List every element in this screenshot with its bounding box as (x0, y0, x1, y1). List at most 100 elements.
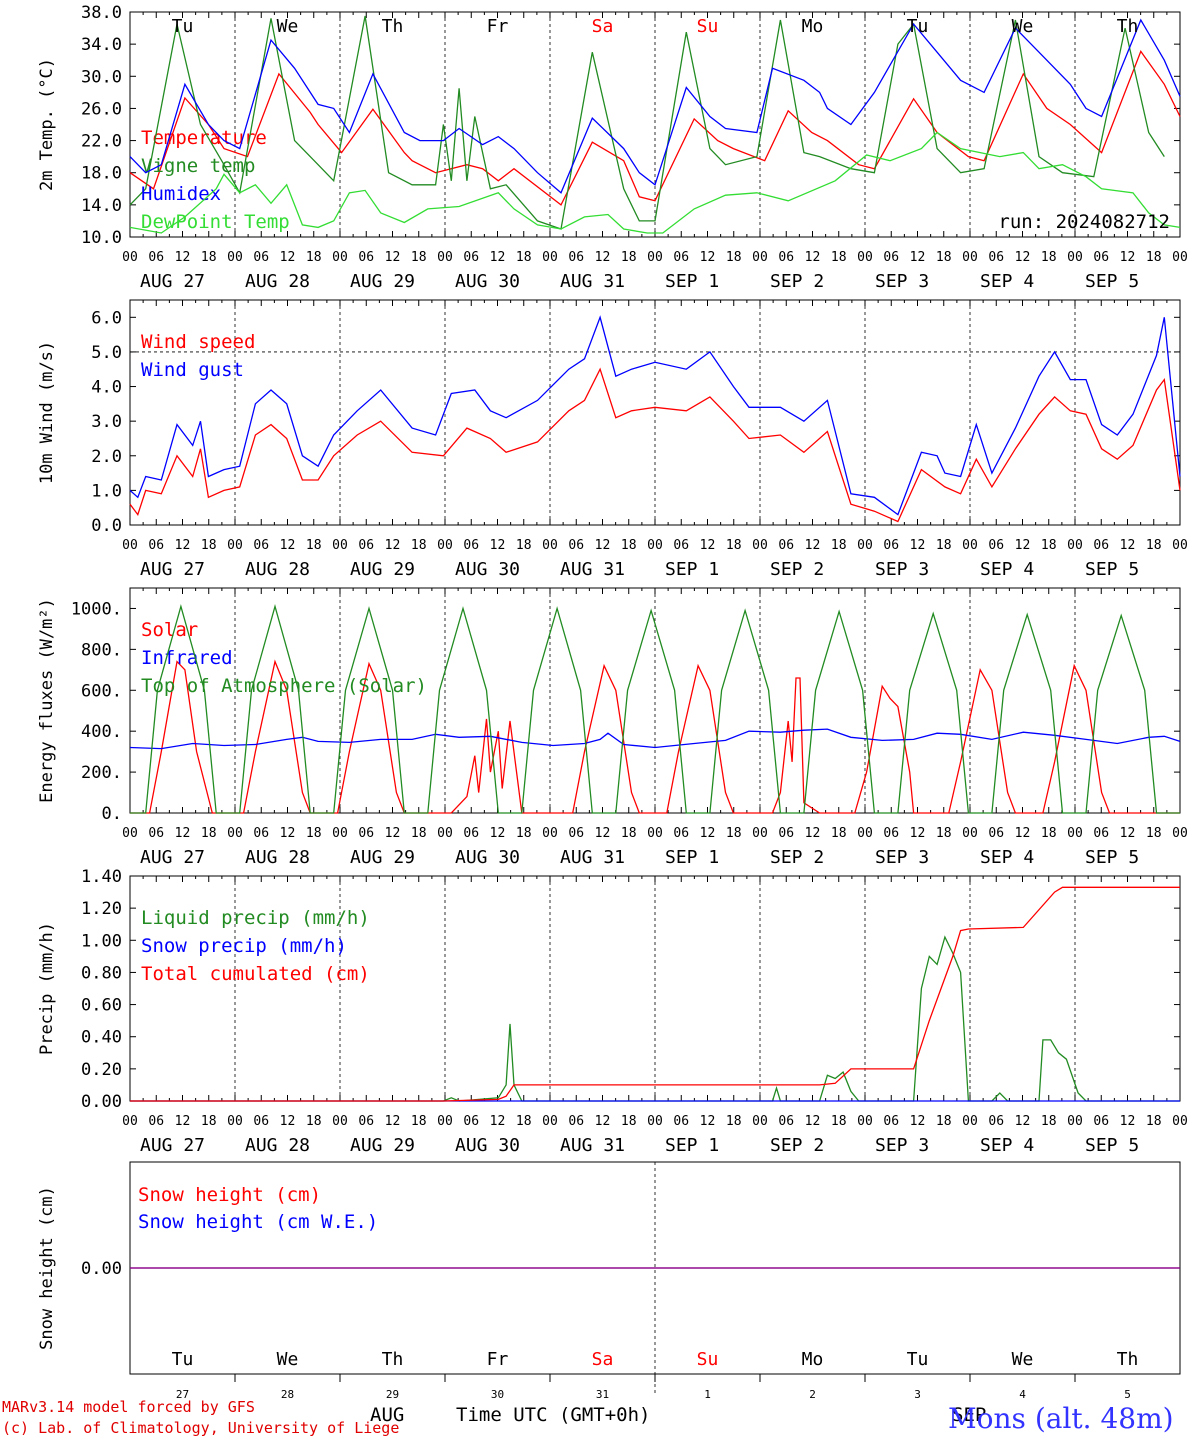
day-abbr: Mo (802, 1349, 824, 1370)
hour-tick-label: 12 (805, 1114, 821, 1129)
hour-tick-label: 06 (463, 1114, 479, 1129)
date-label: SEP 4 (980, 1135, 1034, 1156)
series-line-solar (130, 659, 1180, 814)
hour-tick-label: 06 (148, 538, 164, 553)
hour-tick-label: 06 (988, 250, 1004, 265)
y-axis-label: Energy fluxes (W/m²) (37, 598, 57, 803)
y-tick-label: 18.0 (81, 164, 122, 184)
day-number: 3 (914, 1388, 921, 1401)
y-tick-label: 0.20 (81, 1060, 122, 1080)
hour-tick-label: 18 (1041, 250, 1057, 265)
hour-tick-label: 12 (1120, 826, 1136, 841)
hour-tick-label: 00 (1172, 826, 1188, 841)
day-abbr: Tu (172, 16, 194, 37)
date-label: SEP 5 (1085, 1135, 1139, 1156)
hour-tick-label: 00 (227, 538, 243, 553)
hour-tick-label: 18 (726, 1114, 742, 1129)
legend-entry: Wind speed (141, 331, 255, 353)
hour-tick-label: 06 (988, 538, 1004, 553)
y-tick-label: 1.20 (81, 899, 122, 919)
y-tick-label: 0.00 (81, 1092, 122, 1112)
hour-tick-label: 00 (752, 250, 768, 265)
date-label: AUG 31 (560, 847, 625, 868)
hour-tick-label: 00 (227, 250, 243, 265)
y-tick-label: 10.0 (81, 228, 122, 248)
hour-tick-label: 12 (1015, 826, 1031, 841)
hour-tick-label: 00 (1172, 1114, 1188, 1129)
hour-tick-label: 18 (1041, 826, 1057, 841)
hour-tick-label: 00 (122, 1114, 138, 1129)
legend-entry: Total cumulated (cm) (141, 963, 370, 985)
hour-tick-label: 06 (463, 538, 479, 553)
date-label: AUG 30 (455, 271, 520, 292)
date-label: SEP 2 (770, 559, 824, 580)
hour-tick-label: 18 (306, 1114, 322, 1129)
hour-tick-label: 12 (490, 250, 506, 265)
hour-tick-label: 06 (358, 1114, 374, 1129)
date-label: AUG 30 (455, 1135, 520, 1156)
hour-tick-label: 06 (673, 538, 689, 553)
date-label: AUG 27 (140, 1135, 205, 1156)
run-label: run: 2024082712 (998, 211, 1170, 233)
hour-tick-label: 06 (568, 538, 584, 553)
day-abbr: Tu (172, 1349, 194, 1370)
hour-tick-label: 18 (201, 1114, 217, 1129)
series-line-dewpoint-temp (129, 131, 1181, 234)
day-number: 4 (1019, 1388, 1026, 1401)
y-axis-label: 10m Wind (m/s) (37, 341, 57, 484)
hour-tick-label: 06 (253, 538, 269, 553)
y-tick-label: 0.40 (81, 1028, 122, 1048)
month-label-aug: AUG (370, 1404, 405, 1426)
date-label: AUG 29 (350, 1135, 415, 1156)
y-tick-label: 0.00 (81, 1259, 122, 1279)
hour-tick-label: 00 (437, 826, 453, 841)
hour-tick-label: 06 (1093, 538, 1109, 553)
panel-3: 00 06 12 18 00 06 12 18 00 06 12 18 00 06 12 18 00 06 12 18… (37, 587, 1188, 868)
legend-entry: Liquid precip (mm/h) (141, 907, 370, 929)
hour-tick-label: 06 (778, 538, 794, 553)
y-tick-label: 38.0 (81, 3, 122, 23)
hour-tick-label: 18 (1041, 1114, 1057, 1129)
y-axis-label: Snow height (cm) (37, 1186, 57, 1350)
hour-tick-label: 00 (857, 538, 873, 553)
hour-tick-label: 12 (910, 250, 926, 265)
hour-tick-label: 12 (700, 538, 716, 553)
hour-tick-label: 00 (542, 538, 558, 553)
hour-tick-label: 06 (253, 250, 269, 265)
hour-tick-label: 18 (1146, 250, 1162, 265)
hour-tick-label: 00 (857, 826, 873, 841)
legend-entry: Snow height (cm W.E.) (138, 1211, 378, 1233)
hour-tick-label: 12 (175, 250, 191, 265)
y-axis-label: Precip (mm/h) (37, 922, 57, 1055)
day-number: 30 (491, 1388, 504, 1401)
hour-tick-label: 12 (1120, 250, 1136, 265)
hour-tick-label: 12 (1120, 538, 1136, 553)
day-abbr: Fr (487, 16, 509, 37)
hour-tick-label: 00 (647, 538, 663, 553)
hour-tick-label: 00 (752, 538, 768, 553)
hour-tick-label: 12 (385, 538, 401, 553)
hour-tick-label: 00 (962, 826, 978, 841)
date-label: SEP 1 (665, 559, 719, 580)
hour-tick-label: 00 (437, 538, 453, 553)
hour-tick-label: 06 (148, 826, 164, 841)
hour-tick-label: 18 (1041, 538, 1057, 553)
date-label: AUG 28 (245, 559, 310, 580)
hour-tick-label: 00 (1172, 250, 1188, 265)
day-abbr: We (1012, 16, 1034, 37)
hour-tick-label: 06 (673, 250, 689, 265)
day-number: 28 (281, 1388, 294, 1401)
hour-tick-label: 00 (542, 826, 558, 841)
hour-tick-label: 00 (122, 826, 138, 841)
hour-tick-label: 18 (936, 250, 952, 265)
hour-tick-label: 06 (253, 826, 269, 841)
hour-tick-label: 06 (463, 826, 479, 841)
hour-tick-label: 18 (621, 538, 637, 553)
hour-tick-label: 12 (700, 250, 716, 265)
y-tick-label: 3.0 (91, 412, 122, 432)
y-tick-label: 400. (81, 722, 122, 742)
y-tick-label: 0.60 (81, 996, 122, 1016)
hour-tick-label: 00 (332, 826, 348, 841)
date-label: SEP 1 (665, 1135, 719, 1156)
